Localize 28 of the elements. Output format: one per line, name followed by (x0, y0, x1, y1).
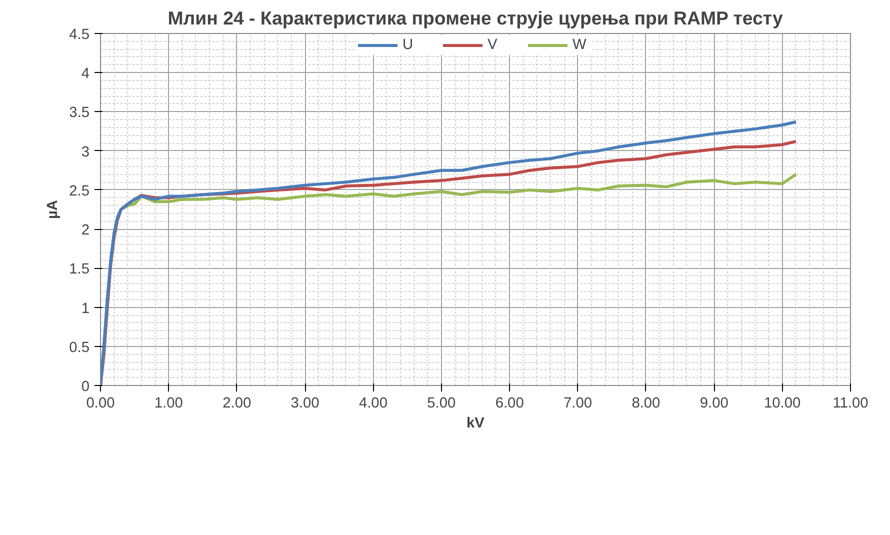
legend-label: V (488, 37, 498, 53)
x-tick-label: 9.00 (700, 396, 728, 412)
y-axis-title: µA (45, 200, 62, 220)
x-tick-label: 4.00 (358, 396, 388, 412)
x-tick-label: 7.00 (564, 396, 592, 412)
chart-title: Млин 24 - Карактеристика промене струје цурења при RAMP тесту (168, 8, 784, 28)
y-tick-label: 3 (81, 144, 90, 160)
y-tick-label: 4 (81, 66, 90, 82)
y-tick-label: 1 (81, 300, 90, 317)
legend-label: W (572, 37, 588, 53)
y-tick-label: 0.5 (69, 340, 90, 356)
x-tick-label: 5.00 (427, 396, 456, 412)
y-tick-label: 4.5 (69, 27, 90, 43)
y-tick-label: 2 (81, 222, 90, 239)
x-axis-title: kV (466, 416, 485, 432)
x-tick-label: 1.00 (154, 396, 183, 412)
x-tick-label: 10.00 (764, 396, 801, 412)
x-tick-label: 0.00 (86, 396, 115, 412)
x-tick-label: 8.00 (632, 396, 660, 412)
y-tick-label: 1.5 (69, 262, 90, 278)
x-tick-label: 6.00 (495, 396, 524, 412)
y-tick-label: 0 (81, 379, 90, 395)
x-tick-label: 11.00 (832, 396, 868, 412)
x-tick-label: 3.00 (290, 396, 320, 412)
y-tick-label: 3.5 (69, 105, 90, 122)
y-tick-label: 2.5 (69, 183, 90, 200)
legend-label: U (402, 37, 414, 53)
x-tick-label: 2.00 (222, 396, 252, 412)
